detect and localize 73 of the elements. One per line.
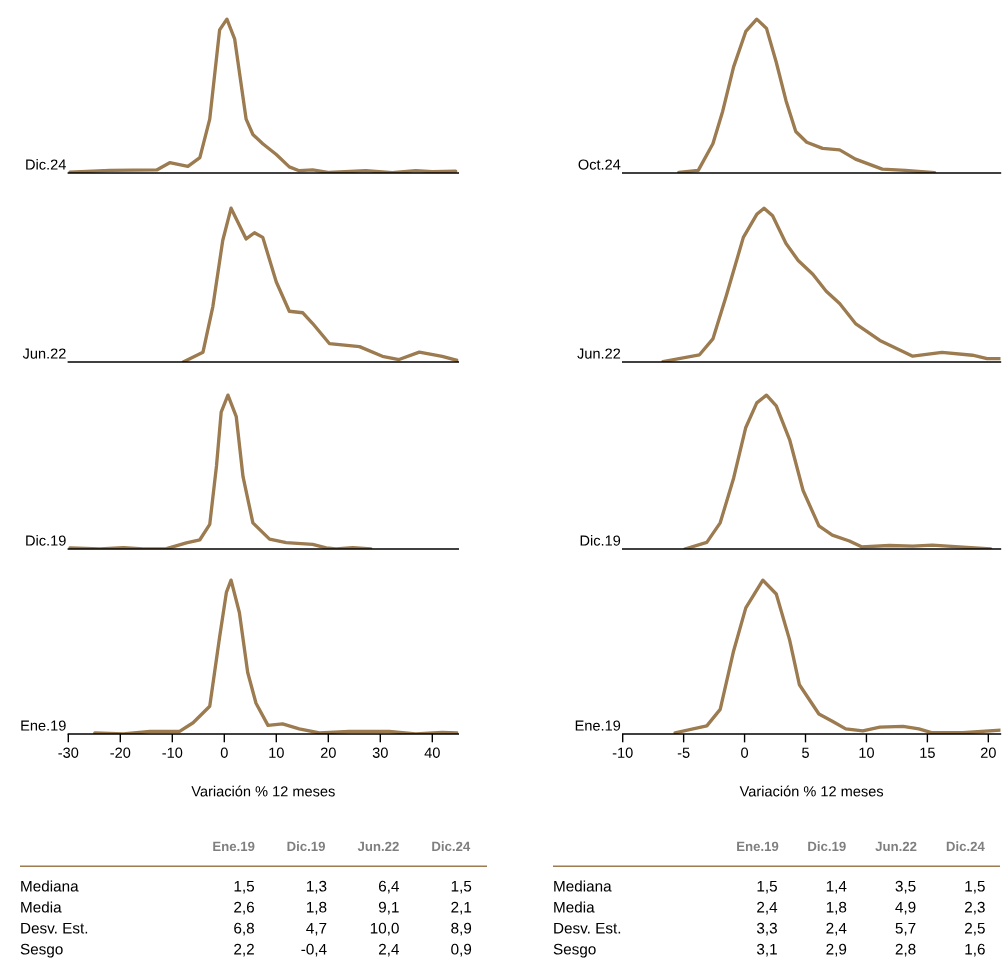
x-tick-label: 15	[920, 747, 935, 758]
x-tick-label: 0	[220, 747, 228, 758]
text: 1,8	[306, 901, 327, 915]
y-axis-title: Oct.24	[578, 159, 621, 170]
text: 6,4	[378, 880, 399, 894]
text: 8,9	[451, 922, 472, 936]
text: 2,4	[757, 901, 778, 915]
text: -0,4	[301, 943, 327, 957]
category-label: Sesgo	[553, 943, 596, 958]
x-tick-label: -20	[110, 747, 131, 758]
text: 1,5	[234, 880, 255, 894]
text: 2,9	[826, 943, 847, 957]
text: 5,7	[895, 922, 916, 936]
category-label: Mediana	[554, 880, 612, 892]
x-axis-title: Variación % 12 meses	[191, 785, 335, 797]
text: 2,1	[451, 901, 472, 915]
text: 2,2	[234, 943, 254, 957]
category-label: Media	[21, 901, 62, 913]
text: 2,5	[965, 922, 985, 936]
text: 2,4	[378, 943, 399, 957]
x-axis-title: Variación % 12 meses	[739, 785, 884, 797]
text: 9,1	[378, 901, 399, 915]
text: 4,9	[895, 901, 916, 915]
y-axis-title: Jun.22	[22, 348, 66, 359]
text: 2,6	[234, 901, 254, 915]
text: 2,3	[965, 901, 985, 915]
y-axis-title: Ene.19	[575, 720, 621, 731]
text: 3,5	[895, 880, 916, 894]
text: 1,5	[965, 880, 985, 894]
text: 1,4	[826, 880, 847, 894]
category-label: Ene.19	[737, 841, 779, 852]
x-tick-label: -30	[58, 747, 79, 758]
category-label: Dic.24	[946, 841, 985, 852]
text: 1,5	[451, 880, 472, 894]
category-label: Desv. Est.	[21, 922, 88, 934]
y-axis-title: Dic.19	[26, 535, 66, 546]
text: 1,8	[826, 901, 847, 915]
text: 1,6	[965, 943, 985, 957]
y-axis-title: Dic.19	[580, 535, 621, 546]
category-label: Dic.19	[287, 841, 325, 852]
text: 4,7	[306, 922, 327, 936]
text: 1,5	[757, 880, 777, 894]
category-label: Sesgo	[20, 943, 63, 958]
x-tick-label: -5	[677, 747, 690, 758]
x-tick-label: 20	[320, 747, 336, 758]
category-label: Jun.22	[357, 841, 399, 852]
category-label: Ene.19	[213, 841, 255, 852]
text: 6,8	[234, 922, 255, 936]
x-tick-label: 5	[802, 747, 809, 758]
x-tick-label: 0	[741, 747, 749, 758]
category-label: Desv. Est.	[554, 922, 621, 934]
category-label: Jun.22	[875, 841, 917, 852]
category-label: Mediana	[21, 880, 79, 892]
text: 10,0	[370, 922, 399, 936]
x-tick-label: 10	[859, 747, 874, 758]
text: 2,8	[895, 943, 916, 957]
text: 2,4	[826, 922, 847, 936]
y-axis-title: Jun.22	[577, 348, 621, 359]
y-axis-title: Ene.19	[21, 720, 66, 731]
y-axis-title: Dic.24	[26, 159, 66, 170]
text: 0,9	[451, 943, 472, 957]
category-label: Dic.24	[432, 841, 471, 852]
text: 1,3	[306, 880, 327, 894]
x-tick-label: 40	[424, 747, 440, 758]
category-label: Dic.19	[808, 841, 846, 852]
x-tick-label: -10	[162, 747, 183, 758]
x-tick-label: 20	[980, 747, 996, 758]
text: 3,3	[756, 922, 777, 936]
x-tick-label: 10	[269, 747, 284, 758]
text: 3,1	[756, 943, 777, 957]
x-tick-label: -10	[612, 747, 633, 758]
category-label: Media	[554, 901, 595, 913]
x-tick-label: 30	[372, 747, 388, 758]
